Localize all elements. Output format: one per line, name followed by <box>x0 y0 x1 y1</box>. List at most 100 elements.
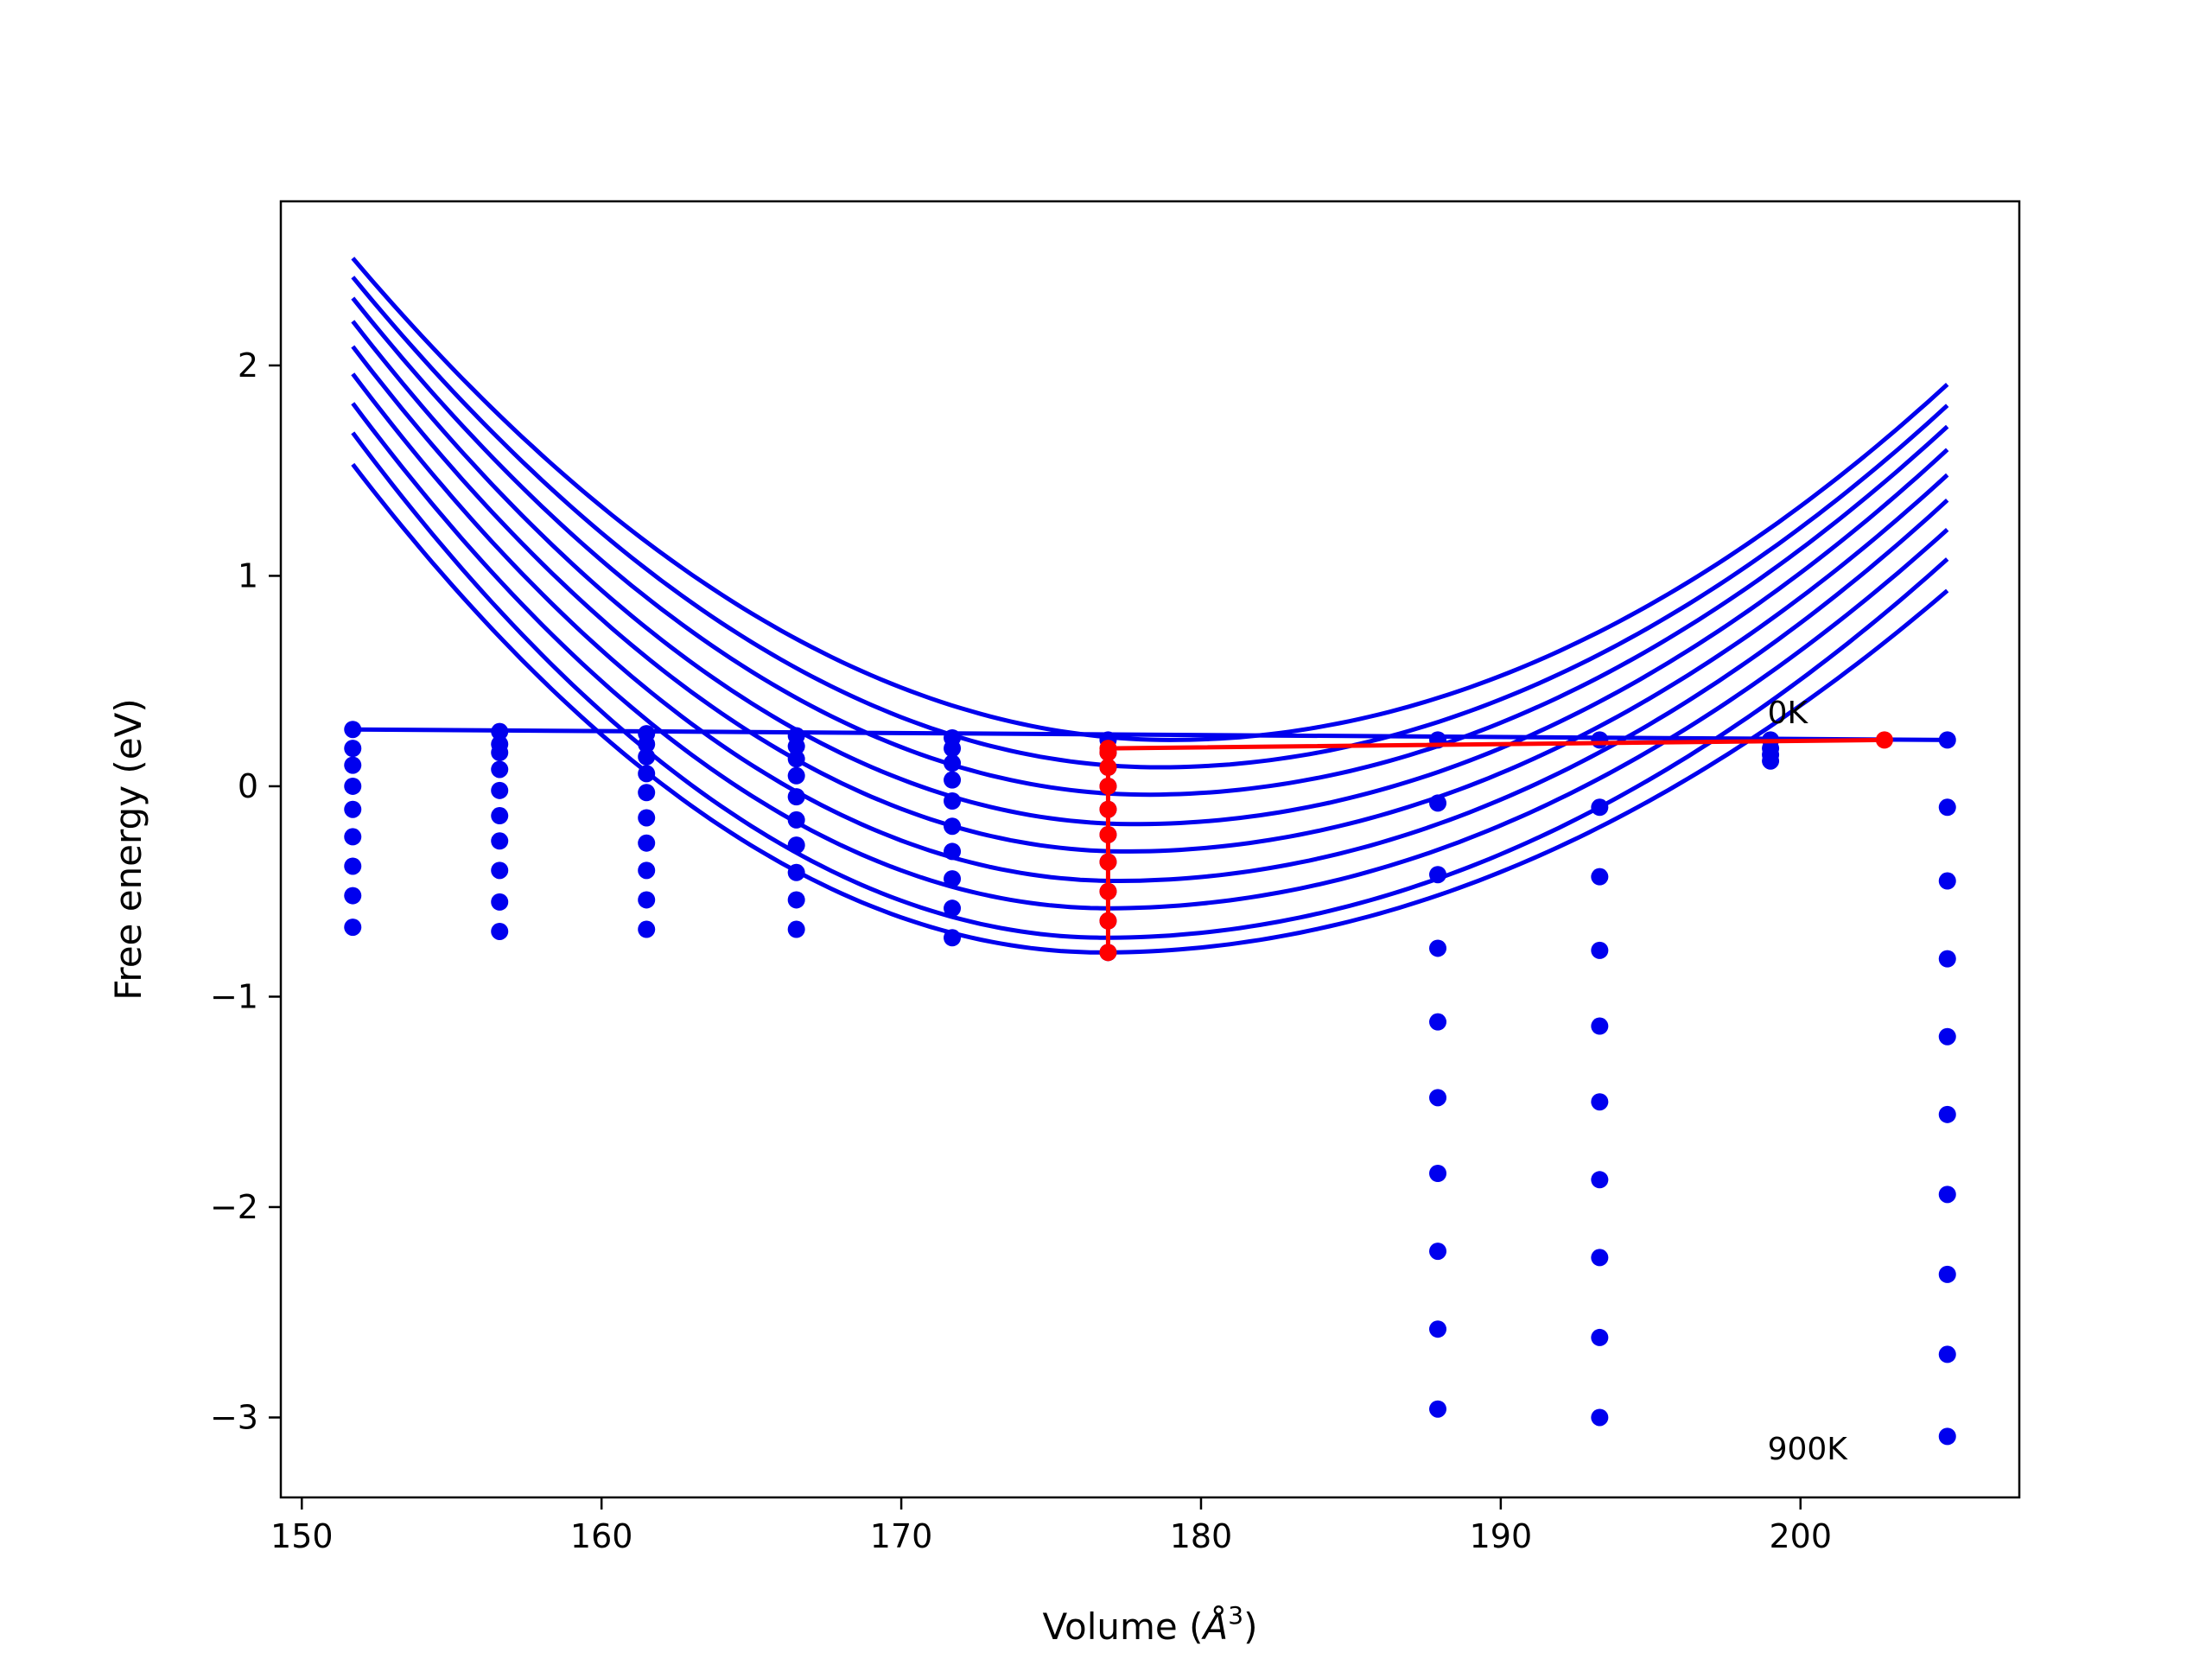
data-point <box>1591 1017 1609 1035</box>
zero-temperature-line-group <box>353 727 1948 742</box>
minimum-path-point <box>1099 825 1117 843</box>
data-point <box>787 836 805 855</box>
data-point <box>1429 866 1447 884</box>
data-point <box>944 754 962 772</box>
data-point <box>638 735 656 753</box>
data-point <box>491 743 509 761</box>
temperature-annotation: 900K <box>1768 1432 1849 1467</box>
fit-curve-8 <box>351 462 1949 955</box>
y-tick-label: 0 <box>238 767 258 805</box>
x-axis-label: Volume (Å3) <box>1043 1601 1258 1648</box>
x-tick-label: 190 <box>1470 1517 1533 1555</box>
data-point <box>1429 1165 1447 1182</box>
data-point <box>1938 1427 1956 1446</box>
data-point <box>1591 1249 1609 1267</box>
data-point <box>638 891 656 909</box>
data-point <box>638 861 656 880</box>
y-axis-ticks: −3 −2 −1 0 1 2 <box>210 346 281 1436</box>
data-point <box>944 870 962 888</box>
x-axis-ticks: 150 160 170 180 190 200 <box>270 1497 1832 1555</box>
data-point <box>491 922 509 940</box>
data-point <box>944 899 962 918</box>
data-point <box>1938 1105 1956 1123</box>
annotations: 0K 900K <box>1768 696 1849 1467</box>
minimum-path-point <box>1099 759 1117 777</box>
data-point <box>638 920 656 938</box>
data-point <box>491 760 509 779</box>
data-point <box>1429 1320 1447 1338</box>
data-point <box>1938 1345 1956 1363</box>
data-point <box>787 766 805 785</box>
fit-curve-7 <box>351 431 1949 940</box>
data-point <box>491 807 509 825</box>
data-point <box>638 765 656 783</box>
minimum-path-point <box>1099 853 1117 871</box>
minimum-path-point <box>1099 944 1117 962</box>
data-point <box>344 918 362 937</box>
data-point <box>344 857 362 875</box>
fit-curve-1 <box>351 276 1949 770</box>
x-tick-label: 150 <box>270 1517 334 1555</box>
data-point <box>787 737 805 755</box>
minimum-path-point <box>1875 731 1893 749</box>
plot-area <box>344 257 1956 1446</box>
data-point <box>638 784 656 802</box>
x-axis-label-unit: Å <box>1201 1605 1229 1648</box>
data-point <box>638 809 656 827</box>
data-point <box>344 756 362 774</box>
data-point <box>1591 1093 1609 1111</box>
data-point <box>491 832 509 850</box>
data-point <box>344 887 362 905</box>
minimum-path-point <box>1099 800 1117 818</box>
data-point <box>344 777 362 795</box>
data-point <box>944 791 962 810</box>
data-point <box>944 842 962 861</box>
data-point <box>1591 731 1609 749</box>
data-point <box>1591 798 1609 817</box>
x-axis-label-close: ) <box>1243 1605 1257 1648</box>
data-point <box>491 722 509 741</box>
y-tick-label: −3 <box>210 1398 258 1436</box>
data-point <box>344 828 362 846</box>
minimum-path-point <box>1099 777 1117 795</box>
fit-curve-0 <box>351 257 1949 742</box>
data-point <box>491 781 509 799</box>
data-point <box>1429 1089 1447 1107</box>
data-point <box>1429 1400 1447 1418</box>
data-point <box>1938 950 1956 968</box>
y-tick-label: 1 <box>238 556 258 594</box>
x-tick-label: 160 <box>570 1517 633 1555</box>
data-point <box>344 740 362 758</box>
fit-curve-3 <box>351 320 1949 827</box>
data-point <box>787 863 805 881</box>
data-point <box>787 750 805 768</box>
fit-curves <box>351 257 1949 955</box>
data-point <box>944 817 962 836</box>
y-axis-label: Free energy (eV) <box>107 698 149 1001</box>
data-point <box>1938 798 1956 817</box>
temperature-annotation: 0K <box>1768 696 1809 731</box>
fit-curve-5 <box>351 372 1949 883</box>
data-point <box>1938 731 1956 749</box>
data-point <box>944 740 962 758</box>
data-point <box>1429 794 1447 812</box>
x-tick-label: 200 <box>1770 1517 1833 1555</box>
minimum-path-point <box>1099 912 1117 930</box>
data-point <box>1429 939 1447 957</box>
y-tick-label: 2 <box>238 346 258 385</box>
data-point <box>944 771 962 789</box>
data-point <box>1938 1027 1956 1046</box>
data-point <box>1591 1408 1609 1427</box>
data-point <box>1429 1013 1447 1031</box>
data-point <box>1938 1265 1956 1283</box>
data-point <box>1591 868 1609 886</box>
data-point <box>1429 1243 1447 1261</box>
data-points <box>344 721 1956 1446</box>
data-point <box>787 891 805 909</box>
y-tick-label: −1 <box>210 977 258 1015</box>
zero-temperature-line <box>353 727 1948 742</box>
data-point <box>1591 941 1609 959</box>
data-point <box>1762 752 1780 770</box>
data-point <box>638 834 656 852</box>
